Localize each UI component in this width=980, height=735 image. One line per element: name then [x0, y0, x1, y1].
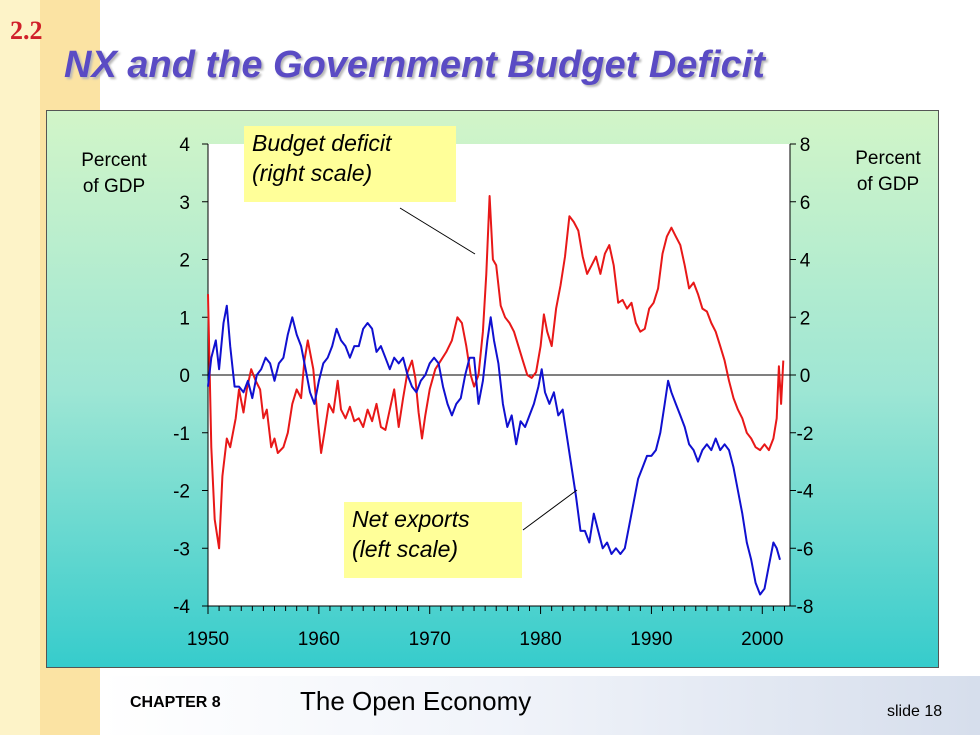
right-y-tick-label: -8 [797, 597, 814, 618]
x-tick-label: 1960 [298, 629, 340, 650]
left-axis-label: Percent of GDP [81, 150, 147, 197]
left-y-tick-label: -4 [173, 597, 190, 618]
net-exports-callout: Net exports (left scale) [344, 502, 522, 578]
section-number: 2.2 [10, 16, 43, 45]
right-y-tick-label: -4 [797, 482, 814, 503]
x-tick-label: 1950 [187, 629, 229, 650]
left-y-tick-label: 2 [179, 251, 190, 272]
chapter-title: The Open Economy [300, 686, 532, 716]
left-y-tick-label: -1 [173, 424, 190, 445]
right-y-tick-label: 4 [800, 251, 811, 272]
budget-callout-leader [399, 207, 476, 255]
net-exports-line [207, 304, 781, 596]
right-y-tick-label: 2 [800, 308, 811, 329]
slide-number: slide 18 [887, 703, 943, 720]
right-y-tick-label: -2 [797, 424, 814, 445]
nx-callout-leader [522, 489, 578, 531]
left-y-tick-label: -3 [173, 539, 190, 560]
slide-title: NX and the Government Budget Deficit [64, 44, 765, 86]
x-tick-label: 1980 [519, 629, 561, 650]
right-y-tick-label: 0 [800, 366, 811, 387]
right-axis-label: Percent of GDP [855, 148, 921, 195]
budget-deficit-line [207, 195, 785, 550]
chapter-label: CHAPTER 8 [130, 694, 221, 711]
left-decor-stripe-light [0, 0, 40, 735]
right-y-tick-label: 8 [800, 135, 811, 156]
x-tick-label: 1970 [409, 629, 451, 650]
x-tick-label: 1990 [630, 629, 672, 650]
left-y-tick-label: 3 [179, 193, 190, 214]
budget-deficit-callout: Budget deficit (right scale) [244, 126, 456, 202]
left-y-tick-label: 4 [179, 135, 190, 156]
right-y-tick-label: -6 [797, 539, 814, 560]
left-y-tick-label: 1 [179, 308, 190, 329]
footer-bar [100, 676, 980, 735]
right-y-tick-label: 6 [800, 193, 811, 214]
x-tick-label: 2000 [741, 629, 783, 650]
left-y-tick-label: 0 [179, 366, 190, 387]
left-y-tick-label: -2 [173, 482, 190, 503]
